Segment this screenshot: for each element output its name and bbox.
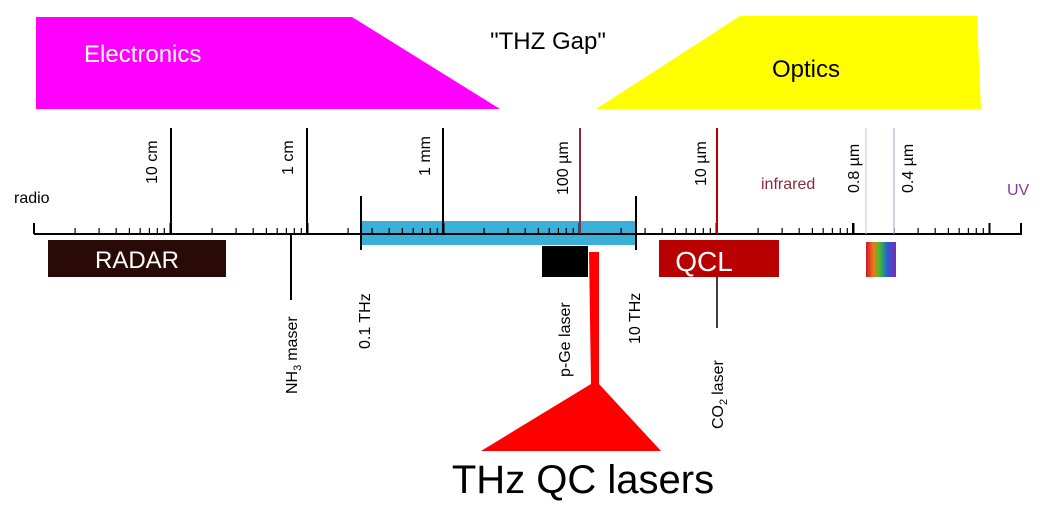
- co2-laser-label: CO2 laser: [710, 360, 730, 429]
- pge-laser-label: p-Ge laser: [557, 302, 574, 377]
- pge-laser-box: [542, 246, 588, 277]
- wavelength-label-10um: 10 µm: [693, 141, 710, 186]
- uv-label: UV: [1007, 182, 1030, 199]
- co2-label-co: CO: [710, 405, 727, 429]
- thz-qc-lasers-label: THz QC lasers: [452, 458, 714, 502]
- wavelength-label-08um: 0.8 µm: [846, 144, 863, 193]
- wavelength-label-04um: 0.4 µm: [900, 144, 917, 193]
- wavelength-label-1cm: 1 cm: [280, 140, 297, 175]
- radio-label: radio: [14, 190, 50, 207]
- nh3-maser-label: NH3 maser: [284, 316, 304, 394]
- co2-label-rest: laser: [710, 360, 727, 395]
- co2-label-sub: 2: [718, 399, 730, 405]
- wavelength-label-10cm: 10 cm: [144, 140, 161, 184]
- visible-spectrum-swatch: [866, 242, 896, 277]
- thz-gap-label: "THZ Gap": [490, 28, 606, 55]
- electronics-label: Electronics: [84, 41, 201, 68]
- nh3-label-rest: maser: [284, 316, 301, 361]
- infrared-label: infrared: [761, 176, 815, 193]
- nh3-label-nh: NH: [284, 371, 301, 394]
- frequency-label-10thz: 10 THz: [627, 293, 644, 344]
- optics-label: Optics: [772, 56, 840, 83]
- nh3-label-sub: 3: [292, 365, 304, 371]
- qcl-label: QCL: [675, 246, 733, 277]
- frequency-label-0.1thz: 0.1 THz: [357, 293, 374, 349]
- radar-label: RADAR: [95, 247, 179, 274]
- wavelength-label-100um: 100 µm: [555, 141, 572, 195]
- wavelength-label-1mm: 1 mm: [417, 136, 434, 176]
